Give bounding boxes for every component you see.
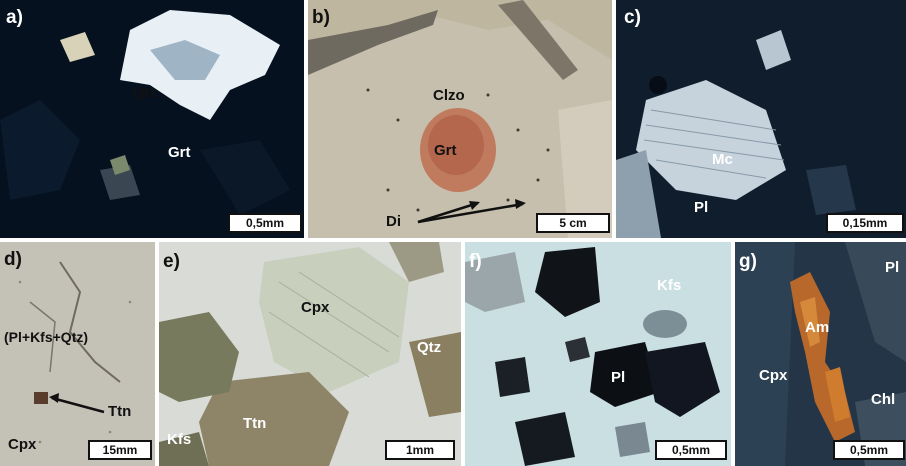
photomicrograph-panel-e: e) Cpx Qtz Kfs Ttn 1mm xyxy=(159,242,461,466)
scale-bar-g: 0,5mm xyxy=(833,440,905,460)
mineral-label-pl: Pl xyxy=(611,369,626,386)
panel-f-image xyxy=(465,242,731,466)
panel-e-image xyxy=(159,242,461,466)
panel-label-e: e) xyxy=(163,251,180,272)
photomicrograph-panel-c: c) Mc Pl 0,15mm xyxy=(616,0,906,238)
mineral-label-qtz: Qtz xyxy=(133,84,158,101)
mineral-label-grt: Grt xyxy=(168,144,191,161)
mineral-label-am: Am xyxy=(805,319,830,336)
mineral-label-kfs: Kfs xyxy=(657,277,682,294)
mineral-label-mc: Mc xyxy=(712,151,733,168)
photomicrograph-panel-a: a) Qtz Grt 0,5mm xyxy=(0,0,304,238)
panel-g-image xyxy=(735,242,906,466)
panel-label-b: b) xyxy=(312,7,330,28)
panel-d-image xyxy=(0,242,155,466)
scale-bar-b: 5 cm xyxy=(536,213,610,233)
mineral-label-cpx: Cpx xyxy=(759,367,788,384)
mineral-label-clzo: Clzo xyxy=(433,87,465,104)
mineral-label-pl-kfs-qtz: (Pl+Kfs+Qtz) xyxy=(4,329,89,345)
mineral-label-cpx: Cpx xyxy=(301,299,330,316)
mineral-label-ttn: Ttn xyxy=(108,403,132,420)
panel-a-image xyxy=(0,0,304,238)
mineral-label-ttn: Ttn xyxy=(243,415,267,432)
panel-b-image xyxy=(308,0,612,238)
panel-c-image xyxy=(616,0,906,238)
panel-label-c: c) xyxy=(624,7,641,28)
photomicrograph-panel-f: f) Kfs Pl 0,5mm xyxy=(465,242,731,466)
scale-bar-e: 1mm xyxy=(385,440,455,460)
panel-label-f: f) xyxy=(469,251,482,272)
scale-bar-d: 15mm xyxy=(88,440,152,460)
mineral-label-chl: Chl xyxy=(871,391,896,408)
hand-specimen-panel-d: d) (Pl+Kfs+Qtz) Ttn Cpx 15mm xyxy=(0,242,155,466)
mineral-label-di: Di xyxy=(386,213,401,230)
panel-label-d: d) xyxy=(4,249,22,270)
mineral-label-pl: Pl xyxy=(694,199,709,216)
scale-bar-a: 0,5mm xyxy=(228,213,302,233)
panel-label-g: g) xyxy=(739,251,757,272)
scale-bar-c: 0,15mm xyxy=(826,213,904,233)
mineral-label-qtz: Qtz xyxy=(417,339,442,356)
scale-bar-f: 0,5mm xyxy=(655,440,727,460)
mineral-label-pl: Pl xyxy=(885,259,900,276)
hand-specimen-panel-b: b) Clzo Grt Di 5 cm xyxy=(308,0,612,238)
mineral-label-grt: Grt xyxy=(434,142,457,159)
panel-label-a: a) xyxy=(6,7,23,28)
mineral-label-cpx: Cpx xyxy=(8,436,37,453)
photomicrograph-panel-g: g) Pl Am Cpx Chl 0,5mm xyxy=(735,242,906,466)
mineral-label-kfs: Kfs xyxy=(167,431,192,448)
